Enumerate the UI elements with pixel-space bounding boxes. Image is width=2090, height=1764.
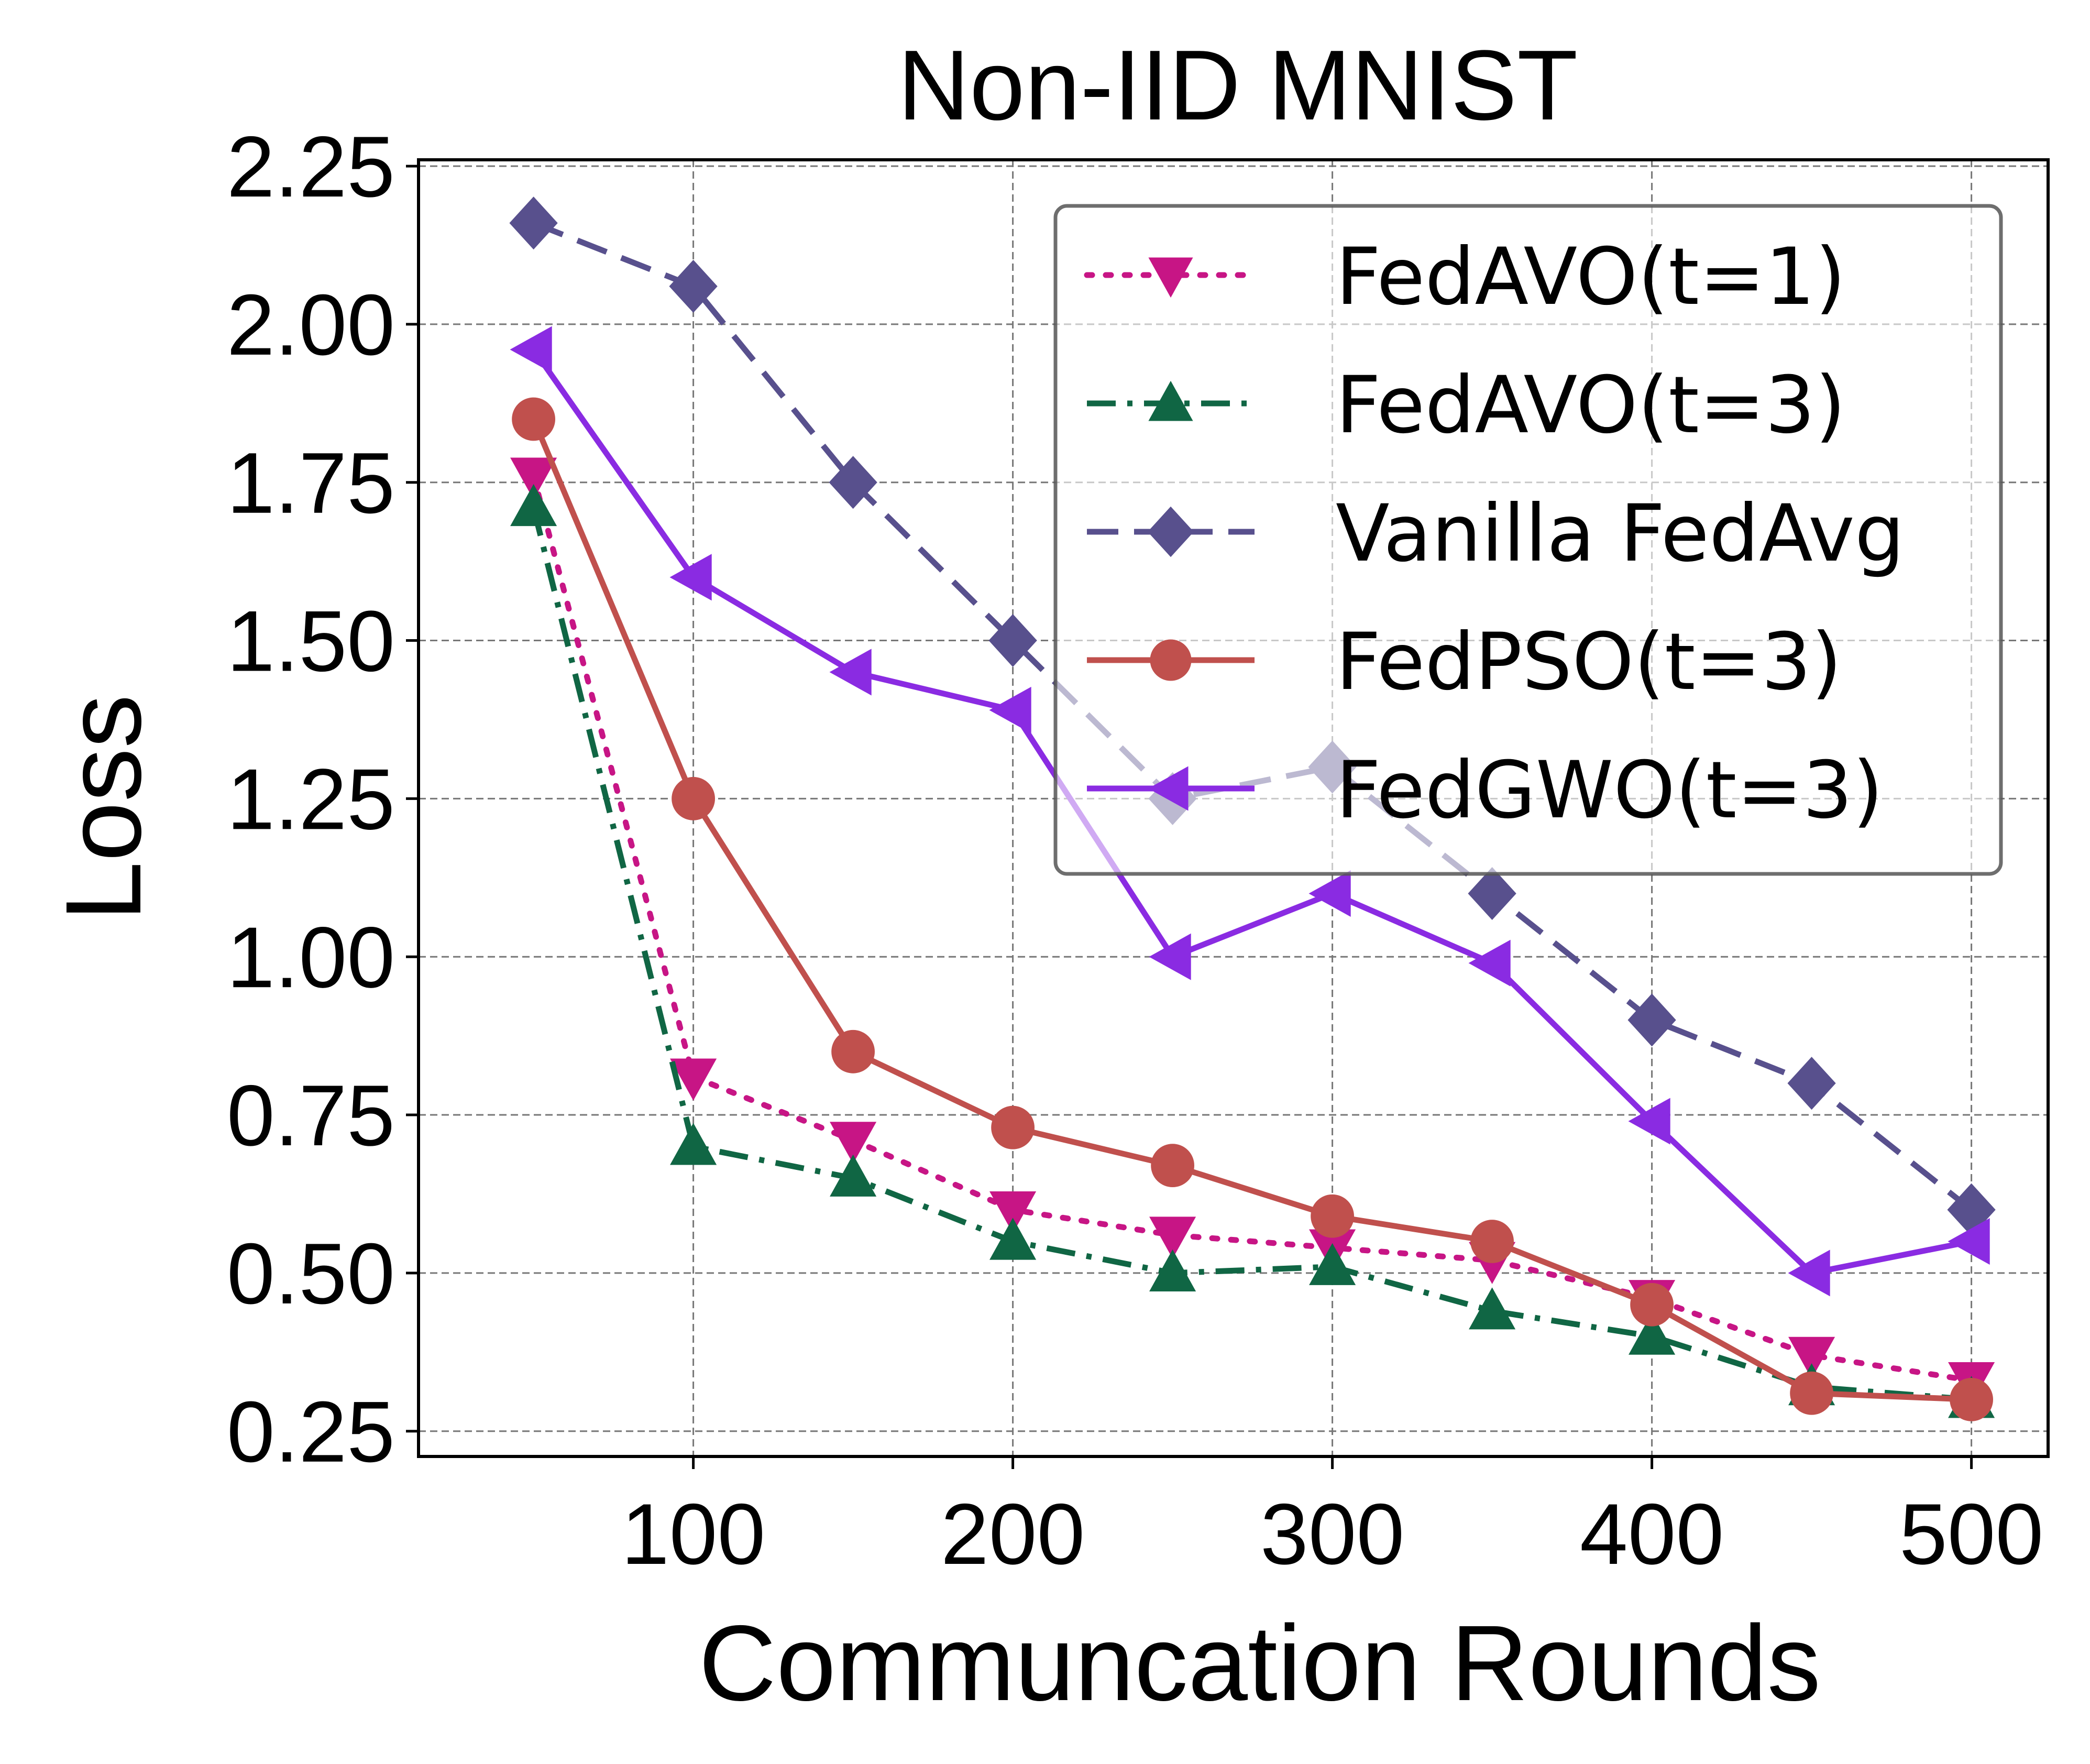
- y-axis: 0.25 0.50 0.75 1.00 1.25 1.50 1.75 2.00 2.25: [227, 118, 419, 1480]
- legend-item-fedpso-t-3: FedPSO(t=3): [1087, 617, 1842, 708]
- legend-item-vanilla-fedavg: Vanilla FedAvg: [1087, 488, 1905, 579]
- data-point-fedavo-t-3-200: [989, 1218, 1037, 1260]
- legend-frame: [1053, 204, 2003, 876]
- y-tick-label: 0.75: [227, 1067, 395, 1164]
- legend-label: Vanilla FedAvg: [1336, 488, 1905, 579]
- legend-label: FedAVO(t=3): [1336, 360, 1846, 451]
- data-point-fedavo-t-1-450: [1788, 1336, 1835, 1379]
- y-tick-label: 2.25: [227, 118, 395, 215]
- data-point-fedpso-t-3-500: [1950, 1377, 1994, 1421]
- y-tick-label: 0.50: [227, 1225, 395, 1322]
- data-point-vanilla-fedavg-150: [829, 456, 877, 509]
- data-point-fedpso-t-3-300: [1311, 1194, 1355, 1238]
- series-line-fedavo-t-3: [531, 507, 1972, 1403]
- data-point-fedpso-t-3-150: [831, 1029, 875, 1073]
- data-point-fedpso-t-3-350: [1470, 1220, 1514, 1263]
- data-point-fedavo-t-3-100: [670, 1123, 717, 1165]
- plot-frame: [417, 158, 2050, 1458]
- data-point-fedgwo-t-3-300: [1308, 870, 1351, 917]
- legend-marker: [1147, 506, 1194, 557]
- data-point-fedpso-t-3-250: [1151, 1144, 1195, 1188]
- data-point-vanilla-fedavg-450: [1787, 1057, 1836, 1110]
- series-line-fedgwo-t-3: [531, 348, 1972, 1276]
- data-point-fedgwo-t-3-450: [1788, 1250, 1830, 1297]
- legend-marker: [1148, 766, 1189, 811]
- data-point-fedpso-t-3-100: [672, 776, 715, 820]
- data-point-fedavo-t-3-400: [1629, 1312, 1676, 1355]
- legend-label: FedAVO(t=1): [1336, 232, 1846, 323]
- data-point-fedgwo-t-3-400: [1628, 1098, 1670, 1145]
- data-point-fedavo-t-3-250: [1149, 1249, 1196, 1291]
- legend-label: FedGWO(t=3): [1336, 745, 1883, 836]
- data-point-fedavo-t-1-50: [510, 457, 557, 500]
- data-point-fedavo-t-1-150: [830, 1122, 877, 1164]
- data-point-fedpso-t-3-50: [512, 397, 555, 441]
- x-tick-label: 400: [1580, 1486, 1724, 1582]
- x-axis: 100 200 300 400 500: [621, 1456, 2043, 1582]
- data-point-fedgwo-t-3-150: [829, 649, 872, 696]
- y-axis-label: Loss: [43, 694, 163, 921]
- data-point-fedgwo-t-3-350: [1468, 939, 1511, 987]
- data-point-fedavo-t-1-250: [1149, 1217, 1196, 1259]
- x-axis-label: Communcation Rounds: [699, 1603, 1821, 1723]
- x-tick-label: 200: [941, 1486, 1085, 1582]
- x-tick-label: 500: [1899, 1486, 2043, 1582]
- legend: FedAVO(t=1) FedAVO(t=3) Vanilla FedAvg FedP…: [1053, 204, 2003, 876]
- data-point-fedavo-t-3-50: [510, 484, 557, 527]
- data-point-fedgwo-t-3-500: [1948, 1218, 1990, 1265]
- y-tick-label: 1.75: [227, 435, 395, 531]
- data-point-vanilla-fedavg-200: [988, 614, 1037, 667]
- legend-item-fedavo-t-1: FedAVO(t=1): [1084, 232, 1846, 323]
- x-tick-label: 100: [621, 1486, 765, 1582]
- series-line-fedavo-t-1: [531, 473, 1975, 1384]
- legend-item-fedavo-t-3: FedAVO(t=3): [1087, 360, 1846, 451]
- legend-item-fedgwo-t-3: FedGWO(t=3): [1087, 745, 1883, 836]
- data-point-vanilla-fedavg-350: [1468, 867, 1516, 921]
- x-tick-label: 300: [1260, 1486, 1404, 1582]
- y-tick-label: 0.25: [227, 1384, 395, 1480]
- legend-marker: [1148, 380, 1193, 421]
- legend-marker: [1148, 257, 1193, 298]
- data-point-fedavo-t-3-350: [1469, 1287, 1516, 1330]
- data-point-fedpso-t-3-200: [991, 1105, 1035, 1149]
- data-point-fedavo-t-1-100: [670, 1058, 717, 1101]
- series-fedgwo-t-3: [510, 326, 1990, 1297]
- series-fedpso-t-3: [512, 397, 1994, 1421]
- data-point-fedpso-t-3-400: [1630, 1283, 1674, 1327]
- data-point-fedavo-t-3-150: [830, 1154, 877, 1197]
- series-line-fedpso-t-3: [531, 418, 1972, 1403]
- legend-marker: [1150, 639, 1192, 681]
- y-tick-label: 1.50: [227, 593, 395, 689]
- y-tick-label: 1.25: [227, 751, 395, 847]
- data-point-fedavo-t-3-300: [1309, 1243, 1356, 1285]
- data-point-fedpso-t-3-450: [1790, 1371, 1834, 1415]
- data-point-fedgwo-t-3-200: [989, 686, 1031, 733]
- chart-title: Non-IID MNIST: [898, 30, 1578, 141]
- y-tick-label: 1.00: [227, 909, 395, 1005]
- data-point-fedgwo-t-3-100: [669, 554, 712, 601]
- data-point-fedgwo-t-3-250: [1149, 933, 1191, 980]
- data-point-vanilla-fedavg-50: [509, 196, 558, 250]
- data-point-vanilla-fedavg-100: [669, 259, 718, 313]
- data-point-fedgwo-t-3-50: [510, 326, 552, 373]
- data-point-fedavo-t-1-200: [989, 1191, 1037, 1234]
- data-point-vanilla-fedavg-400: [1627, 993, 1676, 1047]
- legend-label: FedPSO(t=3): [1336, 617, 1842, 708]
- y-tick-label: 2.00: [227, 277, 395, 373]
